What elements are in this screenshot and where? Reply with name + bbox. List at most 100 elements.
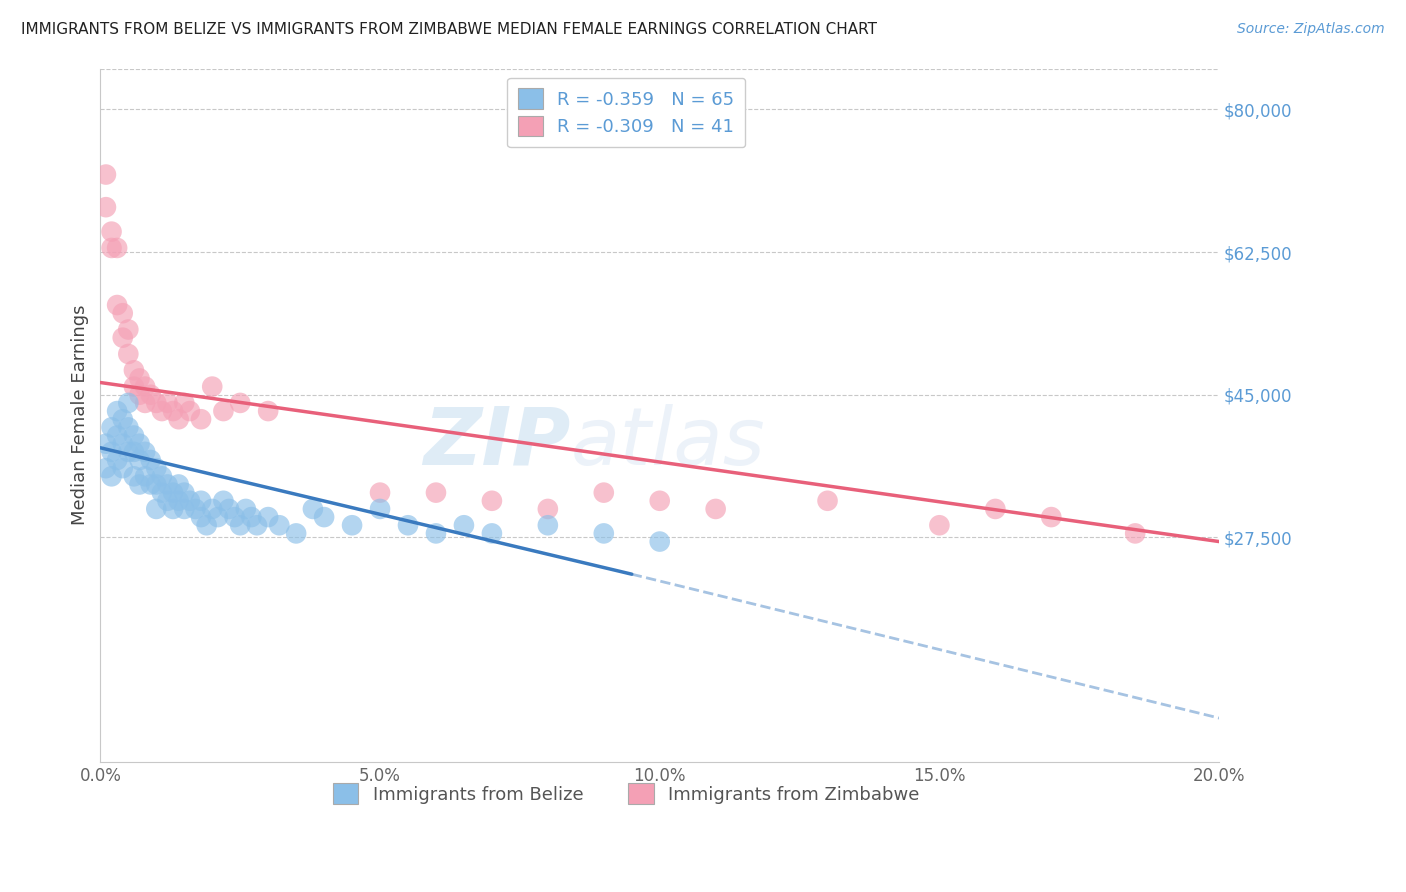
Point: [1040, 510, 1063, 524]
Point: [195, 518, 218, 533]
Point: [207, 510, 229, 524]
Point: [122, 379, 145, 393]
Point: [134, 469, 156, 483]
Point: [134, 445, 156, 459]
Point: [145, 477, 167, 491]
Point: [105, 453, 128, 467]
Point: [139, 388, 162, 402]
Point: [817, 493, 839, 508]
Point: [150, 404, 173, 418]
Point: [122, 428, 145, 442]
Point: [173, 485, 195, 500]
Point: [240, 510, 263, 524]
Point: [592, 485, 614, 500]
Point: [537, 518, 560, 533]
Point: [105, 404, 128, 418]
Point: [162, 404, 184, 418]
Point: [111, 331, 134, 345]
Point: [117, 322, 139, 336]
Point: [229, 396, 252, 410]
Point: [984, 502, 1007, 516]
Text: atlas: atlas: [571, 404, 765, 482]
Text: IMMIGRANTS FROM BELIZE VS IMMIGRANTS FROM ZIMBABWE MEDIAN FEMALE EARNINGS CORREL: IMMIGRANTS FROM BELIZE VS IMMIGRANTS FRO…: [21, 22, 877, 37]
Point: [425, 526, 447, 541]
Point: [285, 526, 308, 541]
Point: [302, 502, 325, 516]
Point: [105, 241, 128, 255]
Point: [134, 396, 156, 410]
Point: [224, 510, 246, 524]
Point: [111, 461, 134, 475]
Point: [218, 502, 240, 516]
Point: [105, 298, 128, 312]
Point: [179, 493, 201, 508]
Point: [184, 502, 207, 516]
Point: [100, 469, 122, 483]
Point: [117, 420, 139, 434]
Point: [396, 518, 419, 533]
Point: [139, 453, 162, 467]
Point: [453, 518, 475, 533]
Point: [128, 453, 150, 467]
Point: [167, 412, 190, 426]
Point: [340, 518, 363, 533]
Point: [257, 510, 280, 524]
Point: [269, 518, 291, 533]
Point: [111, 436, 134, 450]
Point: [648, 534, 671, 549]
Point: [162, 502, 184, 516]
Point: [117, 396, 139, 410]
Point: [156, 477, 179, 491]
Point: [100, 225, 122, 239]
Point: [139, 477, 162, 491]
Point: [128, 436, 150, 450]
Point: [537, 502, 560, 516]
Point: [201, 379, 224, 393]
Point: [190, 493, 212, 508]
Point: [128, 388, 150, 402]
Point: [105, 428, 128, 442]
Text: Source: ZipAtlas.com: Source: ZipAtlas.com: [1237, 22, 1385, 37]
Point: [100, 241, 122, 255]
Y-axis label: Median Female Earnings: Median Female Earnings: [72, 305, 89, 525]
Point: [145, 396, 167, 410]
Point: [246, 518, 269, 533]
Point: [150, 485, 173, 500]
Point: [212, 404, 235, 418]
Point: [481, 526, 503, 541]
Legend: Immigrants from Belize, Immigrants from Zimbabwe: Immigrants from Belize, Immigrants from …: [322, 772, 931, 815]
Point: [167, 493, 190, 508]
Point: [156, 396, 179, 410]
Point: [145, 502, 167, 516]
Point: [111, 306, 134, 320]
Point: [111, 412, 134, 426]
Text: ZIP: ZIP: [423, 404, 571, 482]
Point: [173, 502, 195, 516]
Point: [162, 485, 184, 500]
Point: [928, 518, 950, 533]
Point: [150, 469, 173, 483]
Point: [229, 518, 252, 533]
Point: [100, 445, 122, 459]
Point: [190, 510, 212, 524]
Point: [94, 461, 117, 475]
Point: [235, 502, 257, 516]
Point: [100, 420, 122, 434]
Point: [648, 493, 671, 508]
Point: [145, 461, 167, 475]
Point: [128, 477, 150, 491]
Point: [314, 510, 336, 524]
Point: [190, 412, 212, 426]
Point: [179, 404, 201, 418]
Point: [592, 526, 614, 541]
Point: [156, 493, 179, 508]
Point: [201, 502, 224, 516]
Point: [94, 200, 117, 214]
Point: [704, 502, 727, 516]
Point: [173, 396, 195, 410]
Point: [117, 445, 139, 459]
Point: [167, 477, 190, 491]
Point: [128, 371, 150, 385]
Point: [212, 493, 235, 508]
Point: [481, 493, 503, 508]
